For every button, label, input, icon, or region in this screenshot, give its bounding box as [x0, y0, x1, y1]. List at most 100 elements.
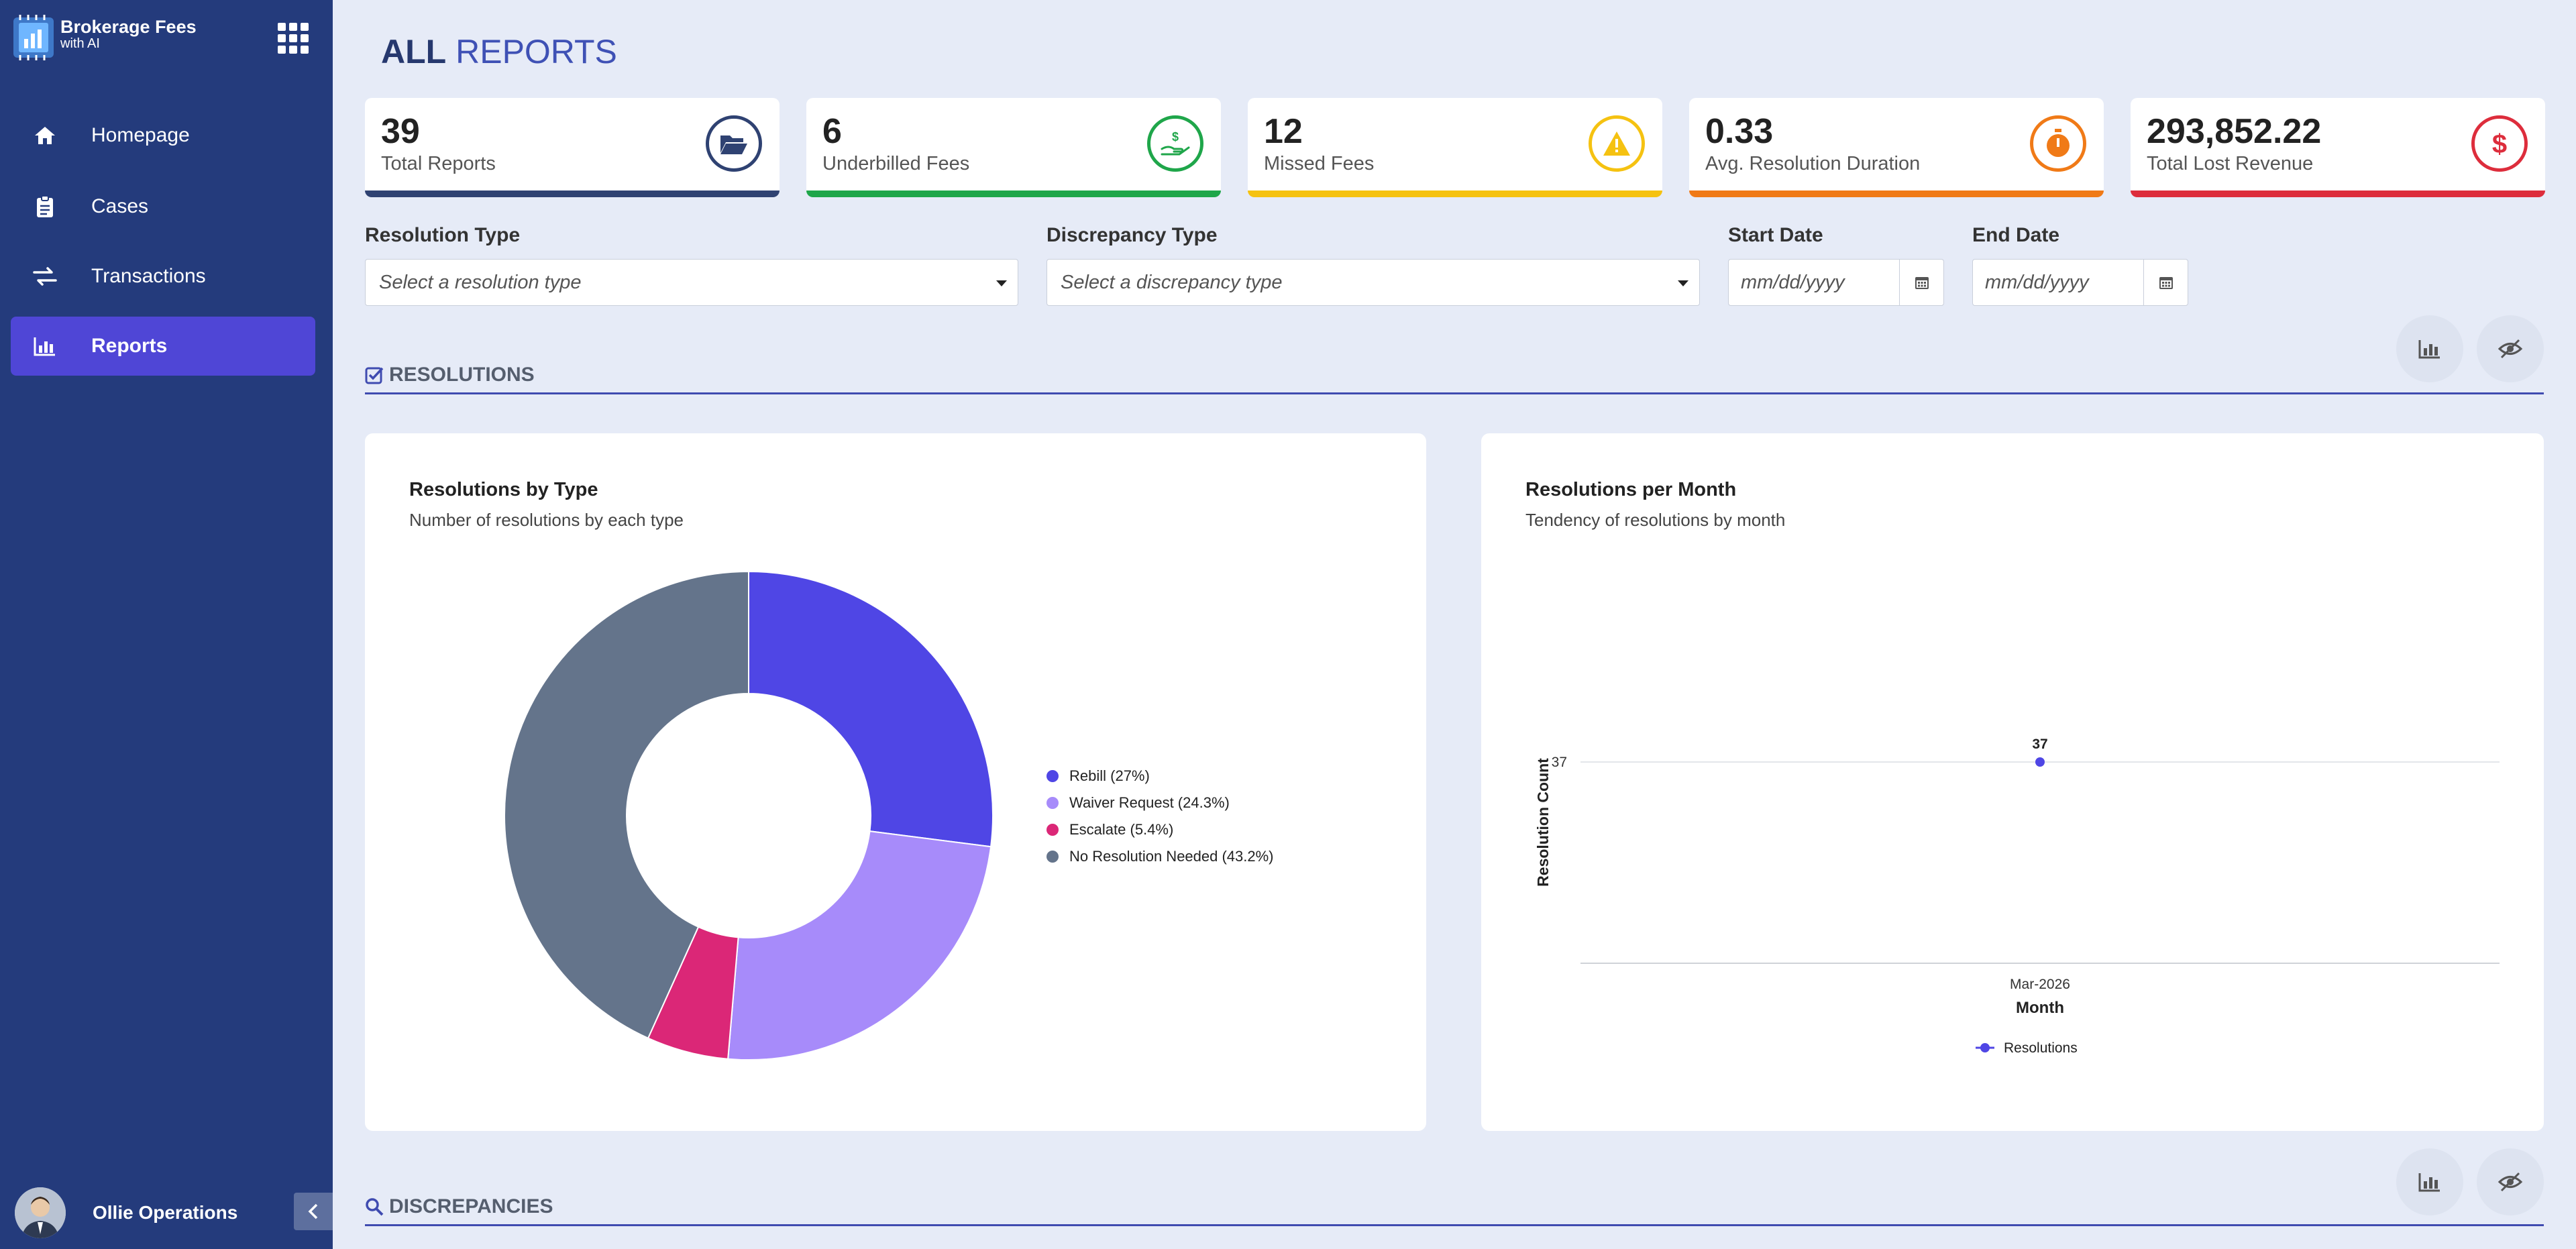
kpi-label: Avg. Resolution Duration: [1705, 153, 1921, 174]
section-title: DISCREPANCIES: [365, 1195, 553, 1218]
legend-item[interactable]: Resolutions: [1976, 1040, 2078, 1056]
legend-swatch: [1046, 851, 1059, 863]
kpi-total-reports: 39 Total Reports: [365, 98, 780, 197]
discrepancy-type-select[interactable]: Select a discrepancy type: [1046, 259, 1700, 306]
start-date-field[interactable]: mm/dd/yyyy: [1728, 259, 1944, 306]
card-title: Resolutions per Month: [1525, 479, 1737, 500]
y-tick-label: 37: [1552, 755, 1567, 770]
kpi-total-lost-revenue: 293,852.22 Total Lost Revenue $: [2131, 98, 2545, 197]
app-grid-icon[interactable]: [278, 23, 309, 54]
legend-item[interactable]: Escalate (5.4%): [1046, 821, 1173, 838]
sidebar-item-reports[interactable]: Reports: [11, 317, 315, 376]
sidebar-item-cases[interactable]: Cases: [11, 177, 315, 236]
legend-label: Rebill (27%): [1069, 767, 1150, 784]
pie-slice[interactable]: [748, 570, 994, 848]
legend-label: Waiver Request (24.3%): [1069, 794, 1230, 811]
avatar: [15, 1187, 66, 1238]
resolutions-by-type-card: Resolutions by Type Number of resolution…: [365, 433, 1426, 1131]
calendar-icon[interactable]: [2143, 260, 2188, 305]
eye-slash-icon: [2498, 339, 2523, 359]
sidebar-item-transactions[interactable]: Transactions: [11, 247, 315, 306]
chevron-left-icon: [308, 1203, 318, 1219]
end-date-input[interactable]: mm/dd/yyyy: [1985, 271, 2089, 293]
legend-swatch: [1046, 770, 1059, 782]
kpi-value: 6: [822, 112, 842, 151]
eye-slash-icon: [2498, 1172, 2523, 1192]
home-icon: [30, 120, 60, 151]
card-subtitle: Number of resolutions by each type: [409, 510, 684, 530]
legend-item[interactable]: Rebill (27%): [1046, 767, 1150, 785]
sidebar-item-homepage[interactable]: Homepage: [11, 106, 315, 165]
card-title: Resolutions by Type: [409, 479, 598, 500]
section-title: RESOLUTIONS: [365, 364, 535, 386]
discrepancies-section-header: DISCREPANCIES: [365, 1189, 2544, 1226]
x-axis-label: Month: [2016, 999, 2064, 1017]
clipboard-icon: [30, 191, 60, 222]
sidebar-item-label: Reports: [91, 335, 168, 357]
end-date-field[interactable]: mm/dd/yyyy: [1972, 259, 2188, 306]
svg-text:$: $: [2492, 129, 2507, 158]
brand-subtitle: with AI: [60, 36, 100, 51]
resolution-type-select[interactable]: Select a resolution type: [365, 259, 1018, 306]
calendar-icon[interactable]: [1899, 260, 1943, 305]
chart-view-button[interactable]: [2396, 1148, 2463, 1215]
legend-swatch: [1046, 797, 1059, 809]
kpi-label: Underbilled Fees: [822, 153, 970, 174]
bar-chart-icon: [2418, 340, 2440, 359]
card-subtitle: Tendency of resolutions by month: [1525, 510, 1786, 530]
resolution-type-label: Resolution Type: [365, 224, 521, 246]
kpi-missed-fees: 12 Missed Fees: [1248, 98, 1662, 197]
folder-open-icon: [706, 115, 762, 172]
caret-down-icon: [996, 280, 1007, 286]
legend-label: Resolutions: [2004, 1040, 2078, 1056]
start-date-label: Start Date: [1728, 224, 1823, 246]
kpi-label: Missed Fees: [1264, 153, 1375, 174]
warning-icon: [1589, 115, 1645, 172]
chart-view-button[interactable]: [2396, 315, 2463, 382]
end-date-label: End Date: [1972, 224, 2060, 246]
svg-text:$: $: [1172, 130, 1179, 144]
start-date-input[interactable]: mm/dd/yyyy: [1741, 271, 1845, 293]
exchange-icon: [30, 261, 60, 292]
kpi-value: 0.33: [1705, 112, 1774, 151]
x-tick-label: Mar-2026: [2010, 977, 2070, 992]
sidebar: Brokerage Fees with AI Homepage Cases Tr…: [0, 0, 333, 1249]
legend-label: Escalate (5.4%): [1069, 821, 1174, 838]
y-axis-label: Resolution Count: [1534, 758, 1552, 887]
kpi-underbilled-fees: 6 Underbilled Fees $: [806, 98, 1221, 197]
legend-label: No Resolution Needed (43.2%): [1069, 848, 1274, 865]
user-name: Ollie Operations: [93, 1202, 238, 1223]
kpi-label: Total Lost Revenue: [2147, 153, 2314, 174]
select-placeholder: Select a resolution type: [379, 271, 582, 293]
hide-section-button[interactable]: [2477, 1148, 2544, 1215]
legend-swatch: [1046, 824, 1059, 836]
check-square-icon: [365, 367, 384, 384]
bar-chart-icon: [30, 331, 60, 362]
data-point[interactable]: [2035, 757, 2045, 767]
sidebar-item-label: Transactions: [91, 265, 206, 287]
resolutions-per-month-card: Resolutions per Month Tendency of resolu…: [1481, 433, 2544, 1131]
hide-section-button[interactable]: [2477, 315, 2544, 382]
bar-chart-icon: [2418, 1173, 2440, 1192]
brand-logo-icon: [13, 15, 54, 60]
resolutions-by-type-chart: [504, 570, 994, 1061]
legend-marker: [1980, 1043, 1990, 1052]
caret-down-icon: [1678, 280, 1688, 286]
brand-name: Brokerage Fees with AI: [60, 17, 197, 51]
discrepancy-type-label: Discrepancy Type: [1046, 224, 1218, 246]
stopwatch-icon: [2030, 115, 2086, 172]
pie-slice[interactable]: [727, 830, 992, 1061]
pie-slice[interactable]: [504, 570, 749, 1040]
kpi-value: 39: [381, 112, 420, 151]
dollar-icon: $: [2471, 115, 2528, 172]
page-title: ALL REPORTS: [381, 33, 617, 70]
legend-item[interactable]: No Resolution Needed (43.2%): [1046, 848, 1274, 865]
sidebar-item-label: Homepage: [91, 124, 190, 146]
user-profile[interactable]: Ollie Operations: [15, 1187, 237, 1238]
kpi-value: 12: [1264, 112, 1303, 151]
legend-item[interactable]: Waiver Request (24.3%): [1046, 794, 1230, 812]
search-icon: [366, 1198, 384, 1216]
collapse-sidebar-button[interactable]: [294, 1193, 333, 1230]
kpi-value: 293,852.22: [2147, 112, 2322, 151]
